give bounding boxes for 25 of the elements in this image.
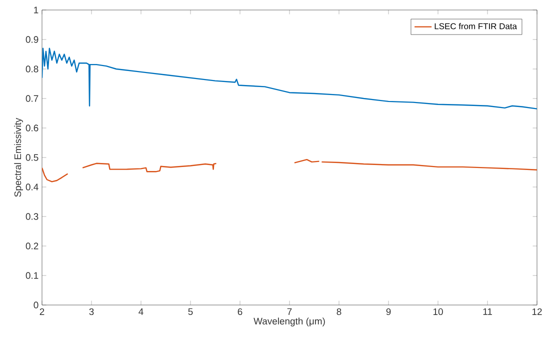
x-tick-label: 3 [89,308,94,316]
x-tick-label: 6 [238,308,242,316]
x-tick-label: 9 [386,308,391,316]
y-tick-label: 0.6 [26,124,38,132]
y-tick-label: 0.2 [26,242,38,250]
x-tick-label: 2 [40,308,44,315]
y-tick-label: 0.1 [26,272,38,279]
y-axis-title: Spectral Emissivity [14,118,23,197]
y-tick-label: 0.3 [26,213,38,220]
x-tick-label: 4 [138,308,144,315]
y-tick-label: 0.5 [26,154,38,161]
y-tick-label: 0.7 [26,95,38,102]
x-tick-label: 5 [188,308,193,315]
x-tick-label: 11 [483,308,492,315]
y-tick-label: 0.8 [26,66,38,72]
x-axis-title: Wavelength (μm) [254,318,325,326]
y-tick-label: 0.9 [26,36,38,43]
y-tick-label: 0 [34,302,38,308]
x-tick-label: 10 [433,308,443,316]
legend-label: LSEC from FTIR Data [434,23,517,30]
x-tick-label: 8 [336,308,342,316]
x-tick-label: 7 [287,308,292,315]
y-tick-label: 1 [34,6,38,14]
x-tick-label: 12 [532,308,542,315]
y-tick-label: 0.4 [26,184,38,190]
